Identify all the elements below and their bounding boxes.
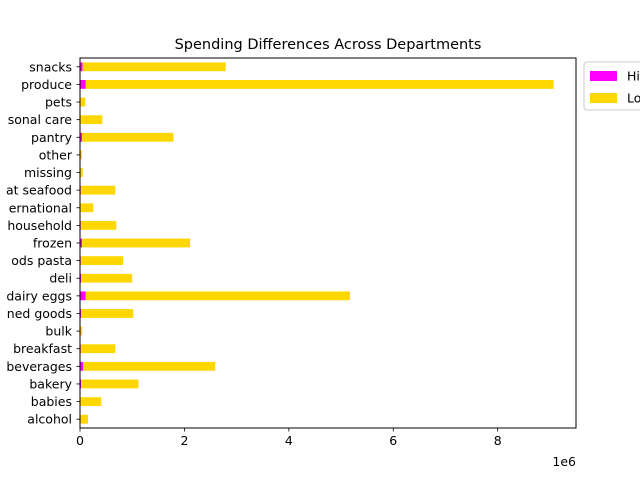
bar-deli-series-0 <box>80 273 82 283</box>
bar-international-series-1 <box>80 203 94 213</box>
bar-beverages-series-1 <box>83 361 216 371</box>
y-tick-label: alcohol <box>27 412 72 427</box>
legend-swatch <box>590 93 617 103</box>
x-axis: 0 2 4 6 8 <box>76 428 502 448</box>
y-tick-label: ernational <box>9 200 72 215</box>
bar-bulk-series-1 <box>80 326 83 336</box>
y-tick-label: sonal care <box>8 112 73 127</box>
y-tick-label: deli <box>49 271 72 286</box>
bar-bakery-series-0 <box>80 379 82 389</box>
y-tick-label: dairy eggs <box>6 288 72 303</box>
bar-pantry-series-0 <box>80 132 83 142</box>
y-tick-label: babies <box>31 394 72 409</box>
bar-meat-seafood-series-1 <box>80 185 116 195</box>
bar-produce-series-1 <box>85 80 554 89</box>
y-tick-label: pantry <box>31 130 73 145</box>
bar-pets-series-1 <box>80 97 86 107</box>
bar-other-series-1 <box>80 150 82 160</box>
bar-beverages-series-0 <box>80 361 84 371</box>
bar-snacks-series-1 <box>82 62 226 72</box>
bar-dairy-eggs-series-0 <box>80 291 86 301</box>
legend-label: Lo <box>627 91 640 106</box>
y-tick-label: pets <box>45 95 72 110</box>
bars-layer <box>80 62 554 424</box>
y-tick-label: ods pasta <box>11 253 72 268</box>
y-tick-label: ned goods <box>7 306 72 321</box>
x-axis-offset-label: 1e6 <box>552 454 576 469</box>
y-axis: alcohol babies bakery beverages breakfast bul… <box>6 59 80 427</box>
legend: Hi Lo <box>583 61 640 111</box>
bar-pantry-series-1 <box>82 132 174 142</box>
bar-bakery-series-1 <box>81 379 139 389</box>
bar-deli-series-1 <box>81 273 133 283</box>
x-tick-label: 4 <box>285 433 293 448</box>
y-tick-label: household <box>7 218 72 233</box>
y-tick-label: missing <box>24 165 72 180</box>
bar-missing-series-1 <box>80 168 83 177</box>
x-tick-label: 0 <box>76 433 84 448</box>
legend-swatch <box>590 71 617 81</box>
x-tick-label: 6 <box>389 433 397 448</box>
y-tick-label: beverages <box>6 359 72 374</box>
y-tick-label: frozen <box>33 236 72 251</box>
x-tick-label: 2 <box>180 433 188 448</box>
y-tick-label: produce <box>21 77 72 92</box>
bar-alcohol-series-1 <box>80 414 88 424</box>
bar-dairy-eggs-series-1 <box>85 291 350 301</box>
x-tick-label: 8 <box>494 433 502 448</box>
bar-canned-goods-series-1 <box>81 309 134 318</box>
bar-snacks-series-0 <box>80 62 83 72</box>
bar-frozen-series-0 <box>80 238 83 248</box>
bar-canned-goods-series-0 <box>80 309 82 318</box>
bar-household-series-1 <box>80 220 117 230</box>
y-tick-label: bulk <box>45 324 72 339</box>
bar-frozen-series-1 <box>82 238 191 248</box>
chart-title: Spending Differences Across Departments <box>175 37 482 53</box>
y-tick-label: other <box>39 147 73 162</box>
bar-produce-series-0 <box>80 80 86 89</box>
bar-dry-goods-pasta-series-1 <box>80 256 124 266</box>
y-tick-label: snacks <box>29 59 72 74</box>
bar-personal-care-series-1 <box>80 115 103 125</box>
y-tick-label: breakfast <box>13 341 72 356</box>
y-tick-label: bakery <box>29 376 72 391</box>
bar-babies-series-1 <box>80 397 102 406</box>
y-tick-label: at seafood <box>6 183 72 198</box>
legend-label: Hi <box>627 69 640 84</box>
bar-breakfast-series-1 <box>80 344 116 354</box>
